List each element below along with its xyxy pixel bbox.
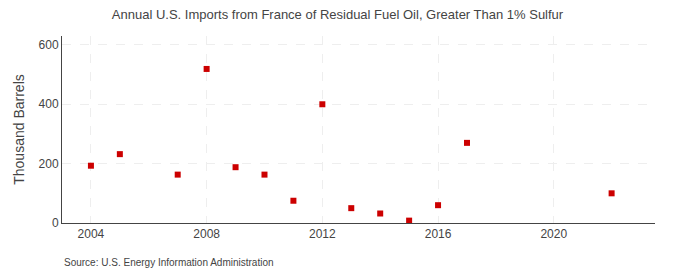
- svg-text:Thousand Barrels: Thousand Barrels: [11, 74, 27, 185]
- svg-text:Annual U.S. Imports from Franc: Annual U.S. Imports from France of Resid…: [112, 7, 564, 22]
- svg-text:400: 400: [39, 97, 59, 111]
- svg-text:2004: 2004: [78, 227, 105, 241]
- svg-text:2020: 2020: [540, 227, 567, 241]
- svg-text:2012: 2012: [309, 227, 336, 241]
- svg-text:2016: 2016: [425, 227, 452, 241]
- svg-text:0: 0: [52, 216, 59, 230]
- svg-text:200: 200: [39, 157, 59, 171]
- svg-text:2008: 2008: [193, 227, 220, 241]
- svg-text:600: 600: [39, 38, 59, 52]
- svg-text:Source: U.S. Energy Informatio: Source: U.S. Energy Information Administ…: [64, 257, 274, 268]
